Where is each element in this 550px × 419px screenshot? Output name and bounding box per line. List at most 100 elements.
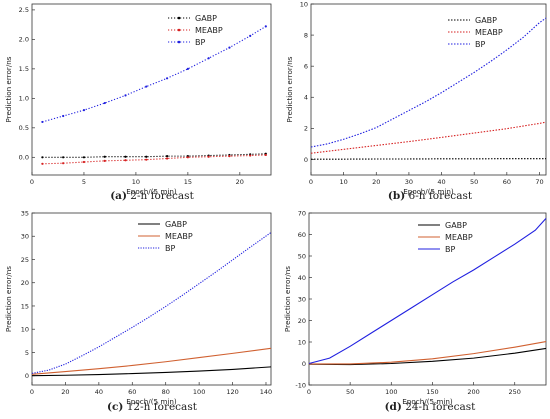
panel-caption: (a) 2-h forecast <box>110 190 194 202</box>
series-point <box>124 159 127 162</box>
series-point <box>41 162 44 165</box>
caption-text: 12-h forecast <box>123 401 197 413</box>
legend-label: BP <box>195 38 205 47</box>
legend-label: GABP <box>475 16 497 25</box>
x-tick-label: 5 <box>82 178 86 186</box>
x-tick-label: 60 <box>503 178 511 186</box>
legend-label: MEABP <box>445 233 473 242</box>
legend: GABP MEABP BP <box>448 16 503 49</box>
series-point <box>124 155 127 158</box>
caption-text: 2-h forecast <box>127 190 195 202</box>
y-axis-title: Prediction error/ns <box>285 56 294 122</box>
series-point <box>249 154 252 157</box>
series-point <box>82 156 86 159</box>
caption-text: 6-h forecast <box>405 190 473 202</box>
panel-caption: (c) 12-h forecast <box>107 401 198 413</box>
series-point <box>124 94 127 97</box>
y-tick-label: 2.0 <box>19 36 29 44</box>
series-point <box>62 162 65 165</box>
legend: GABP MEABP BP <box>138 220 193 253</box>
series-point <box>41 120 44 124</box>
plot-frame <box>31 3 272 176</box>
y-tick-label: 0 <box>25 372 29 380</box>
series-point <box>228 46 231 49</box>
y-tick-label: 70 <box>298 209 306 217</box>
series-line <box>42 153 266 158</box>
chart-panel: 0 10 20 30 40 50 60 70 0 2 4 6 8 10 Epoch/(5 min) Predi… <box>285 0 547 202</box>
legend-label: GABP <box>445 221 467 230</box>
legend-label: GABP <box>165 220 187 229</box>
y-tick-label: 6 <box>304 62 308 70</box>
series-point <box>165 157 169 160</box>
series-point <box>264 25 267 28</box>
caption-text: 24-h forecast <box>402 401 476 413</box>
y-tick-label: 30 <box>298 295 306 303</box>
y-tick-label: 40 <box>298 274 306 282</box>
series-point <box>82 109 86 112</box>
legend-label: MEABP <box>195 26 223 35</box>
chart-panel: 0 5 10 15 20 0.0 0.5 1.0 1.5 2.0 2.5 Epoch/(5 min) P… <box>4 3 272 202</box>
series-point <box>41 156 44 159</box>
series-point <box>165 77 169 80</box>
series-point <box>103 155 106 158</box>
x-tick-label: 80 <box>162 388 170 396</box>
x-tick-label: 140 <box>260 388 272 396</box>
x-tick-label: 15 <box>184 178 192 186</box>
legend-marker <box>177 28 181 32</box>
series-line <box>310 17 547 148</box>
y-tick-label: 20 <box>298 317 306 325</box>
legend-marker <box>177 40 181 44</box>
series-point <box>186 156 189 159</box>
x-tick-label: 0 <box>30 178 34 186</box>
caption-label: (b) <box>388 190 405 202</box>
legend-marker <box>177 16 181 20</box>
series-point <box>103 159 106 162</box>
series-point <box>145 155 148 158</box>
y-tick-label: 10 <box>298 338 306 346</box>
x-tick-label: 250 <box>509 388 521 396</box>
x-axis-title: Epoch/(5 min) <box>126 187 177 196</box>
series-line <box>309 341 547 365</box>
y-axis-title: Prediction error/ns <box>4 266 13 332</box>
y-tick-label: 1.0 <box>19 95 29 103</box>
x-tick-label: 40 <box>95 388 103 396</box>
y-tick-label: 0.0 <box>19 154 29 162</box>
x-tick-label: 50 <box>470 178 478 186</box>
series-point <box>145 158 148 161</box>
x-tick-label: 60 <box>128 388 136 396</box>
y-tick-label: 5 <box>25 349 29 357</box>
y-tick-label: 10 <box>21 326 29 334</box>
series-point <box>207 57 210 60</box>
y-tick-label: 50 <box>298 252 306 260</box>
legend: GABP MEABP BP <box>418 221 473 254</box>
panel-caption: (b) 6-h forecast <box>388 190 473 202</box>
y-tick-label: 0 <box>304 156 308 164</box>
plot-frame <box>310 3 547 176</box>
x-tick-label: 150 <box>426 388 438 396</box>
caption-label: (d) <box>385 401 402 413</box>
legend-label: MEABP <box>475 28 503 37</box>
x-tick-label: 200 <box>467 388 479 396</box>
y-tick-label: 35 <box>21 209 29 217</box>
caption-label: (c) <box>107 401 123 413</box>
x-tick-label: 100 <box>385 388 397 396</box>
series-point <box>62 114 65 118</box>
legend: GABP MEABP BP <box>168 14 223 47</box>
series-point <box>82 160 86 164</box>
plot-frame <box>31 212 272 386</box>
x-tick-label: 100 <box>193 388 205 396</box>
series-line <box>42 25 267 123</box>
legend-label: BP <box>475 40 485 49</box>
y-tick-label: 25 <box>21 256 29 264</box>
x-axis-title: Epoch/(5 min) <box>402 397 453 406</box>
y-tick-label: 60 <box>298 231 306 239</box>
y-tick-label: 2.5 <box>19 6 29 14</box>
x-axis-title: Epoch/(5 min) <box>403 187 454 196</box>
y-axis-title: Prediction error/ns <box>4 56 13 122</box>
x-tick-label: 50 <box>346 388 354 396</box>
series-point <box>186 67 189 70</box>
series-point <box>249 34 252 37</box>
legend-label: MEABP <box>165 232 193 241</box>
x-tick-label: 20 <box>61 388 69 396</box>
